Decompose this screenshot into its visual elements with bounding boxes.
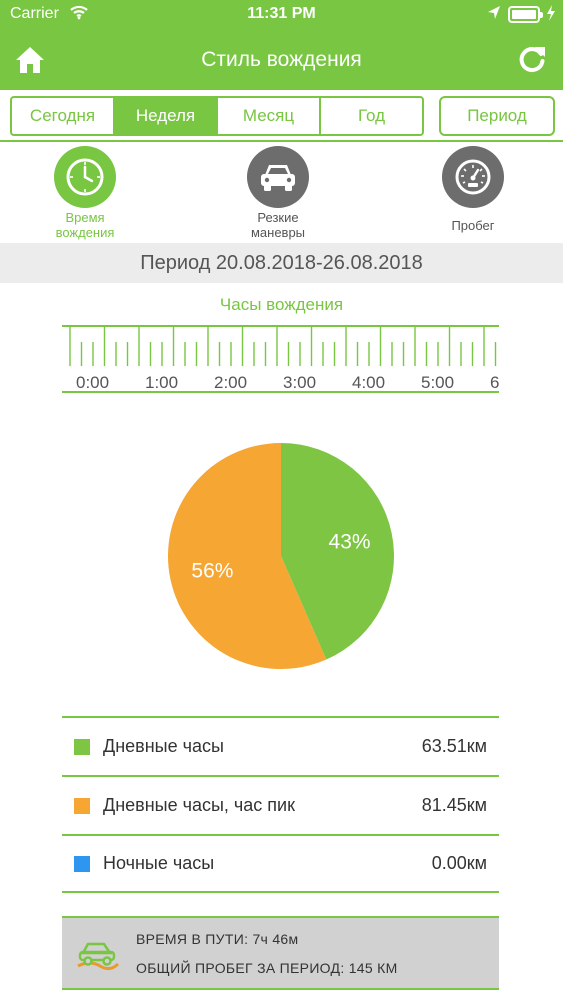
trip-summary: ВРЕМЯ В ПУТИ: 7ч 46м ОБЩИЙ ПРОБЕГ ЗА ПЕР… — [62, 916, 499, 990]
pie-slice-label: 56% — [191, 559, 233, 582]
hours-ruler: 0:00 1:00 2:00 3:00 4:00 5:00 6: — [62, 325, 504, 393]
legend-value: 63.51км — [421, 736, 487, 756]
list-item: Дневные часы, час пик 81.45км — [62, 775, 499, 834]
category-label: Пробег — [451, 218, 495, 233]
legend-swatch — [74, 738, 90, 755]
page-title: Стиль вождения — [201, 48, 362, 71]
status-bar: Carrier 11:31 PM — [0, 0, 563, 30]
divider — [0, 140, 563, 142]
tab-today[interactable]: Сегодня — [12, 98, 115, 134]
legend-list: Дневные часы 63.51км Дневные часы, час п… — [62, 716, 499, 893]
pie-chart-svg: 43% 56% — [167, 443, 394, 669]
nav-bar: Стиль вождения — [0, 30, 563, 90]
location-arrow-icon — [487, 5, 501, 26]
legend-value: 0.00км — [431, 853, 487, 873]
clock-icon — [54, 146, 116, 208]
pie-slice-label: 43% — [329, 531, 371, 554]
pie-slice — [167, 443, 327, 669]
ruler-hour-label: 6: — [490, 373, 499, 392]
ruler-hour-label: 0:00 — [76, 373, 109, 392]
ruler-hour-label: 4:00 — [352, 373, 385, 392]
charging-bolt-icon — [546, 5, 556, 24]
wifi-icon — [70, 4, 88, 25]
driving-time-pie-chart: 43% 56% — [167, 443, 394, 669]
category-label: Резкие маневры — [250, 210, 306, 240]
period-segmented-control: Сегодня Неделя Месяц Год — [10, 96, 424, 136]
period-range-label: Период 20.08.2018-26.08.2018 — [0, 243, 563, 283]
category-sharp-maneuvers[interactable]: Резкие маневры — [218, 146, 338, 240]
category-label: Время вождения — [55, 210, 115, 240]
pie-slice — [281, 443, 394, 660]
legend-swatch — [74, 797, 90, 814]
ruler-hour-label: 5:00 — [421, 373, 454, 392]
category-mileage[interactable]: Пробег — [413, 146, 533, 233]
home-icon[interactable] — [12, 42, 48, 78]
time-in-transit: ВРЕМЯ В ПУТИ: 7ч 46м — [136, 931, 299, 947]
list-item: Ночные часы 0.00км — [62, 834, 499, 893]
ruler-hour-label: 3:00 — [283, 373, 316, 392]
carrier-label: Carrier — [10, 5, 59, 22]
speedometer-icon — [442, 146, 504, 208]
refresh-icon[interactable] — [514, 42, 550, 78]
legend-label: Дневные часы, час пик — [103, 795, 295, 815]
custom-period-button[interactable]: Период — [439, 96, 555, 136]
car-icon — [247, 146, 309, 208]
tab-year[interactable]: Год — [357, 106, 386, 125]
legend-label: Дневные часы — [103, 736, 224, 756]
legend-value: 81.45км — [421, 795, 487, 815]
legend-label: Ночные часы — [103, 853, 215, 873]
ruler-hour-label: 2:00 — [214, 373, 247, 392]
total-mileage: ОБЩИЙ ПРОБЕГ ЗА ПЕРИОД: 145 КМ — [136, 960, 398, 976]
clock-time: 11:31 PM — [247, 5, 316, 22]
category-driving-time[interactable]: Время вождения — [25, 146, 145, 240]
list-item: Дневные часы 63.51км — [62, 716, 499, 775]
tab-month[interactable]: Месяц — [218, 98, 321, 134]
legend-swatch — [74, 855, 90, 872]
tab-week[interactable]: Неделя — [115, 98, 218, 134]
car-road-icon — [76, 936, 120, 972]
ruler-hour-label: 1:00 — [145, 373, 178, 392]
driving-hours-title: Часы вождения — [219, 295, 344, 314]
battery-icon — [508, 6, 543, 23]
hours-timeline[interactable]: 0:00 1:00 2:00 3:00 4:00 5:00 6: — [62, 322, 504, 394]
